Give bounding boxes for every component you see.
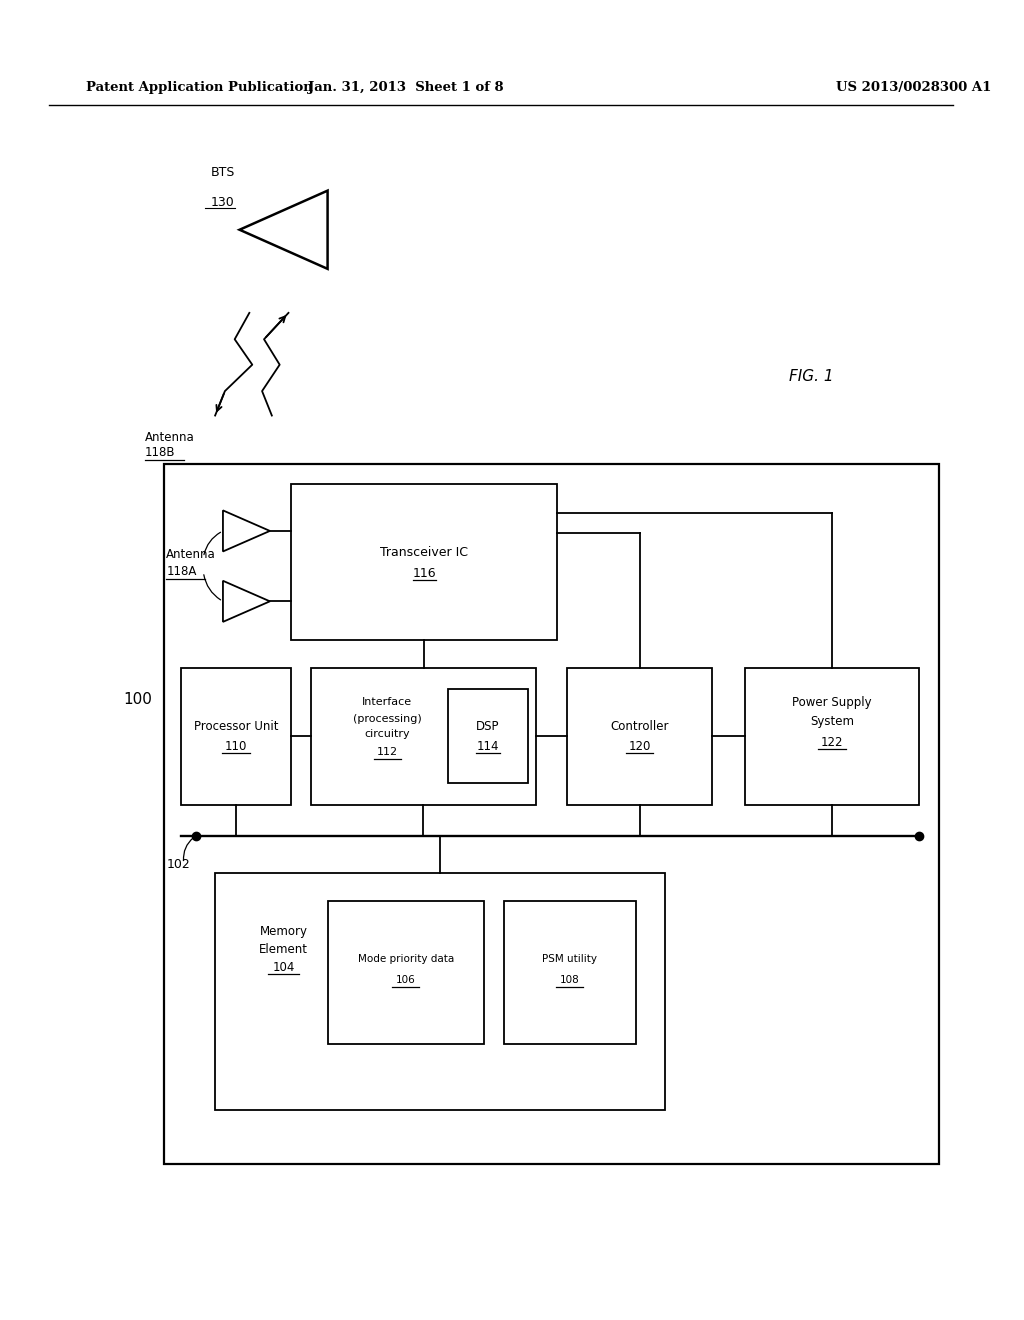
Text: System: System [810, 715, 854, 729]
Text: 118A: 118A [166, 565, 197, 578]
Text: 112: 112 [377, 747, 397, 756]
Text: 100: 100 [124, 692, 153, 706]
Text: Power Supply: Power Supply [793, 696, 872, 709]
Text: Antenna: Antenna [144, 430, 195, 444]
Text: Antenna: Antenna [166, 548, 216, 561]
Text: DSP: DSP [476, 719, 500, 733]
Text: Memory: Memory [259, 925, 307, 939]
Text: circuitry: circuitry [365, 730, 410, 739]
Text: Element: Element [259, 942, 308, 956]
Text: PSM utility: PSM utility [542, 954, 597, 964]
Text: Jan. 31, 2013  Sheet 1 of 8: Jan. 31, 2013 Sheet 1 of 8 [308, 82, 504, 95]
Text: Transceiver IC: Transceiver IC [380, 546, 468, 558]
Text: Interface: Interface [362, 697, 413, 708]
Text: 120: 120 [629, 739, 650, 752]
Text: Mode priority data: Mode priority data [357, 954, 454, 964]
Text: FIG. 1: FIG. 1 [790, 368, 834, 384]
Text: BTS: BTS [210, 166, 234, 180]
Text: 108: 108 [560, 975, 580, 985]
Text: 118B: 118B [144, 446, 175, 459]
Text: 122: 122 [821, 735, 844, 748]
Text: Patent Application Publication: Patent Application Publication [86, 82, 312, 95]
Text: 110: 110 [225, 739, 248, 752]
Text: US 2013/0028300 A1: US 2013/0028300 A1 [836, 82, 991, 95]
Text: (processing): (processing) [353, 714, 422, 723]
Text: 106: 106 [396, 975, 416, 985]
Text: 104: 104 [272, 961, 295, 974]
Text: 130: 130 [211, 195, 234, 209]
Text: 116: 116 [413, 568, 436, 581]
Text: 102: 102 [166, 858, 190, 870]
Text: Processor Unit: Processor Unit [194, 719, 279, 733]
Text: 114: 114 [477, 739, 499, 752]
Text: Controller: Controller [610, 719, 669, 733]
